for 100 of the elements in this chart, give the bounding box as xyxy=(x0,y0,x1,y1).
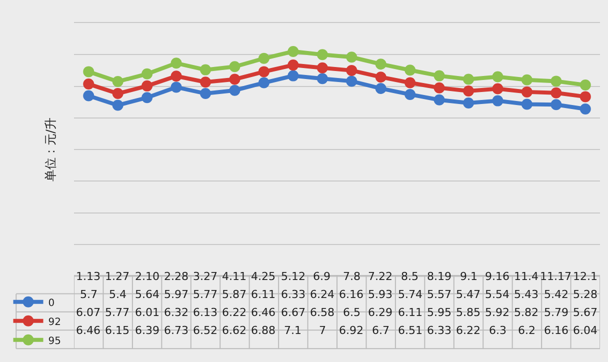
data-label: 6.01 xyxy=(135,306,160,319)
point xyxy=(492,71,504,82)
x-tick-label: 1.13 xyxy=(76,270,100,283)
data-label: 6.5 xyxy=(343,306,360,319)
x-tick-label: 7.8 xyxy=(343,270,360,283)
point xyxy=(170,70,182,82)
y-axis-title: 单位：元/升 xyxy=(43,117,58,182)
point xyxy=(404,64,416,76)
point xyxy=(375,58,386,70)
x-tick-label: 6.9 xyxy=(313,270,330,283)
point xyxy=(463,85,474,96)
data-label: 6.7 xyxy=(372,324,390,337)
legend-label: 95 xyxy=(48,336,61,347)
x-tick-label: 5.12 xyxy=(281,270,306,283)
point xyxy=(346,52,358,63)
point xyxy=(258,52,270,64)
point xyxy=(550,87,562,98)
data-label: 6.73 xyxy=(164,324,188,337)
data-label: 5.95 xyxy=(427,306,452,319)
point xyxy=(346,64,358,76)
data-label: 6.46 xyxy=(251,306,276,319)
point xyxy=(346,76,358,87)
point xyxy=(83,66,94,78)
data-label: 6.88 xyxy=(251,324,276,337)
point xyxy=(83,90,94,102)
data-label: 6.22 xyxy=(456,324,480,337)
data-label: 5.42 xyxy=(544,288,568,301)
point xyxy=(229,74,240,85)
point xyxy=(142,80,153,92)
data-label: 7 xyxy=(319,324,326,337)
x-tick-label: 9.16 xyxy=(485,270,510,283)
x-tick-label: 2.10 xyxy=(135,270,160,283)
data-label: 6.29 xyxy=(368,306,392,319)
data-label: 6.04 xyxy=(573,324,598,337)
data-label: 6.16 xyxy=(544,324,568,337)
data-label: 6.15 xyxy=(105,324,130,337)
point xyxy=(258,77,270,88)
data-label: 5.4 xyxy=(109,288,126,301)
legend-label: 92 xyxy=(48,316,61,328)
point xyxy=(521,98,532,110)
point xyxy=(288,70,299,82)
legend-label: 0 xyxy=(48,298,55,309)
point xyxy=(521,86,532,98)
x-tick-label: 8.5 xyxy=(401,270,418,283)
point xyxy=(142,92,153,104)
point xyxy=(316,62,328,74)
data-label: 6.58 xyxy=(310,306,334,319)
point xyxy=(580,79,591,90)
x-tick-label: 12.1 xyxy=(573,270,598,283)
point xyxy=(200,76,211,88)
data-label: 7.1 xyxy=(284,324,302,337)
data-label: 5.85 xyxy=(456,306,480,319)
point xyxy=(288,60,299,71)
data-label: 6.51 xyxy=(398,324,422,337)
point xyxy=(492,95,504,106)
point xyxy=(434,70,445,82)
data-label: 5.92 xyxy=(485,306,510,319)
data-label: 6.33 xyxy=(427,324,452,337)
data-label: 5.87 xyxy=(222,288,246,301)
data-label: 6.11 xyxy=(398,306,422,319)
data-label: 6.33 xyxy=(281,288,306,301)
point xyxy=(170,58,182,69)
point xyxy=(404,77,416,88)
point xyxy=(580,104,591,115)
data-label: 5.79 xyxy=(544,306,568,319)
point xyxy=(170,82,182,93)
point xyxy=(200,88,211,100)
point xyxy=(229,84,240,96)
data-label: 5.67 xyxy=(573,306,598,319)
x-tick-label: 9.1 xyxy=(460,270,478,283)
data-label: 6.16 xyxy=(339,288,364,301)
point xyxy=(375,82,386,94)
point xyxy=(434,94,445,106)
data-label: 5.82 xyxy=(514,306,538,319)
data-label: 6.2 xyxy=(518,324,536,337)
x-tick-label: 8.19 xyxy=(427,270,452,283)
data-label: 6.62 xyxy=(222,324,246,337)
data-label: 6.52 xyxy=(193,324,218,337)
point xyxy=(258,66,270,78)
point xyxy=(112,76,124,88)
data-label: 5.74 xyxy=(398,288,422,301)
point xyxy=(112,88,124,100)
data-label: 6.46 xyxy=(76,324,100,337)
point xyxy=(288,46,299,57)
data-label: 6.11 xyxy=(251,288,276,301)
x-tick-label: 7.22 xyxy=(368,270,392,283)
data-label: 6.22 xyxy=(222,306,246,319)
x-tick-label: 11.17 xyxy=(540,270,572,283)
data-label: 6.67 xyxy=(281,306,306,319)
data-label: 5.77 xyxy=(193,288,218,301)
x-tick-label: 4.25 xyxy=(251,270,276,283)
x-tick-label: 3.27 xyxy=(193,270,218,283)
data-label: 6.13 xyxy=(193,306,218,319)
point xyxy=(375,72,386,83)
data-label: 5.7 xyxy=(80,288,98,301)
data-label: 5.93 xyxy=(368,288,392,301)
point xyxy=(550,76,562,87)
point xyxy=(83,78,94,90)
data-label: 5.77 xyxy=(105,306,130,319)
point xyxy=(229,61,240,72)
